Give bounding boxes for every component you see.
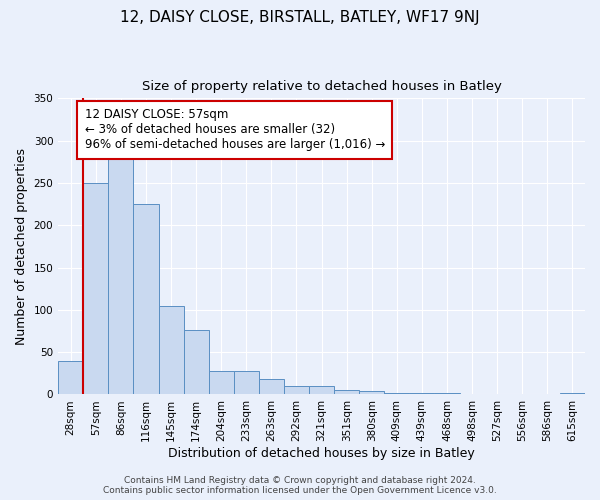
Text: 12 DAISY CLOSE: 57sqm
← 3% of detached houses are smaller (32)
96% of semi-detac: 12 DAISY CLOSE: 57sqm ← 3% of detached h… [85,108,385,152]
Bar [83,183,109,394]
Y-axis label: Number of detached properties: Number of detached properties [15,148,28,345]
Bar [385,393,409,394]
Bar [284,386,309,394]
Bar [209,371,234,394]
Bar [58,362,83,394]
Bar [334,390,359,394]
Bar [560,393,585,394]
Bar [359,391,385,394]
Bar [259,379,284,394]
Bar [409,393,434,394]
Bar [234,371,259,394]
Bar [184,330,209,394]
Text: Contains HM Land Registry data © Crown copyright and database right 2024.
Contai: Contains HM Land Registry data © Crown c… [103,476,497,495]
Bar [109,145,133,394]
Title: Size of property relative to detached houses in Batley: Size of property relative to detached ho… [142,80,502,93]
Bar [309,386,334,394]
Bar [158,306,184,394]
X-axis label: Distribution of detached houses by size in Batley: Distribution of detached houses by size … [168,447,475,460]
Bar [133,204,158,394]
Bar [434,393,460,394]
Text: 12, DAISY CLOSE, BIRSTALL, BATLEY, WF17 9NJ: 12, DAISY CLOSE, BIRSTALL, BATLEY, WF17 … [120,10,480,25]
